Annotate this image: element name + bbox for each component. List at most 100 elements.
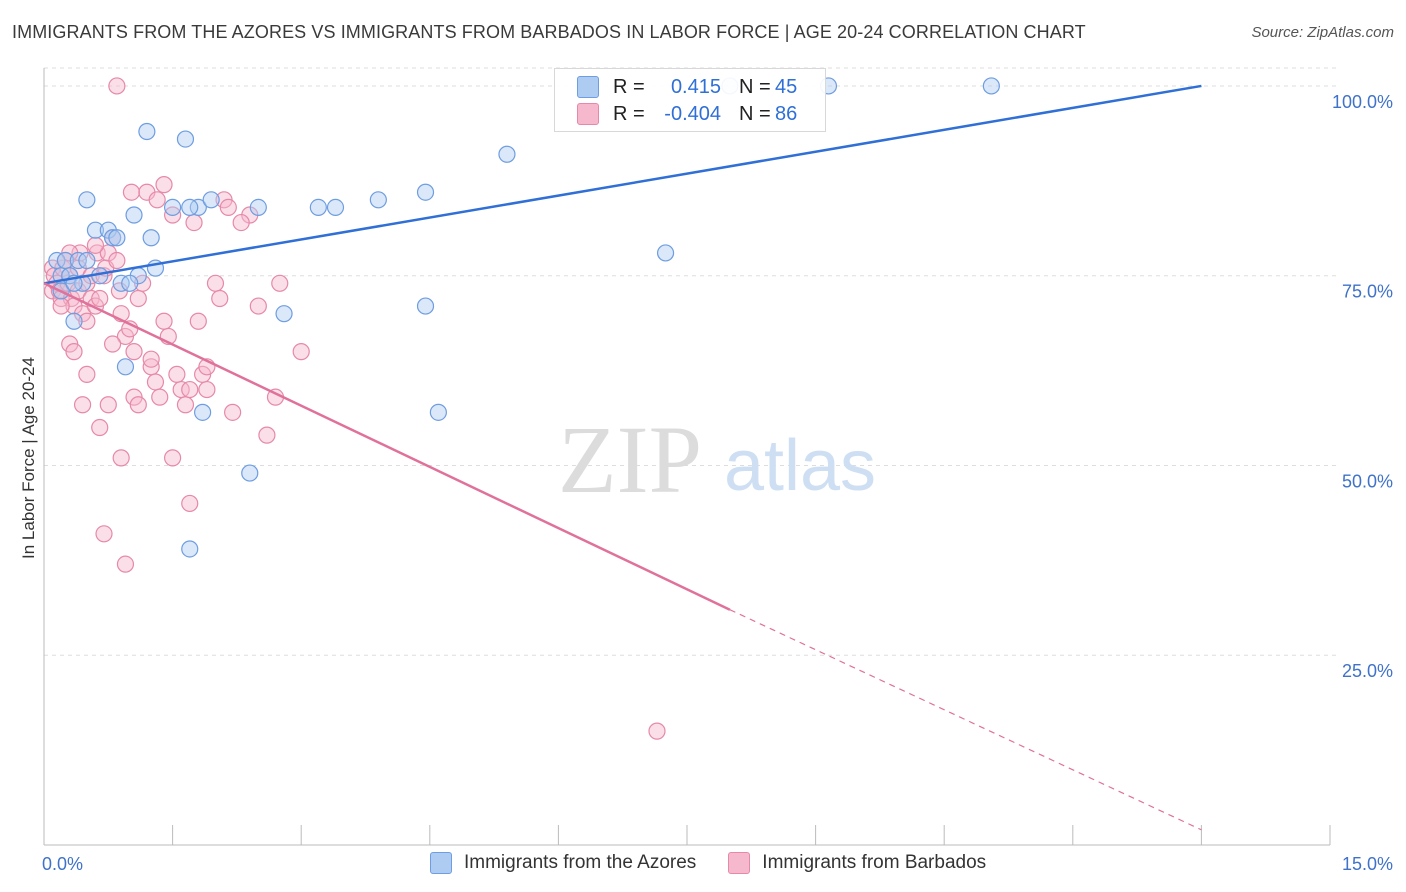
stats-legend: R = 0.415 N = 45 R = -0.404 N = 86 [554, 68, 826, 132]
x-tick-label: 0.0% [42, 854, 83, 874]
azores-point [108, 229, 126, 247]
n-value: 45 [775, 75, 798, 98]
azores-point [498, 145, 516, 163]
barbados-point [258, 426, 276, 444]
n-label: N = [739, 102, 771, 125]
barbados-point [148, 191, 166, 209]
barbados-point [185, 213, 203, 232]
barbados-point [271, 274, 289, 292]
azores-point [181, 198, 199, 216]
watermark-zip: ZIP [558, 406, 702, 513]
azores-point [65, 312, 83, 330]
azores-point [138, 122, 156, 141]
barbados-point [95, 525, 113, 543]
azores-trend-line [43, 84, 1202, 285]
barbados-swatch [577, 103, 599, 125]
barbados-point [122, 183, 141, 201]
azores-point [121, 274, 139, 292]
y-tick-label: 75.0% [1342, 282, 1393, 302]
tick-labels: 25.0% 50.0% 75.0% 100.0% 0.0% 15.0% [42, 92, 1393, 874]
barbados-point [78, 312, 96, 330]
barbados-point [181, 494, 199, 513]
azores-point [194, 403, 212, 421]
barbados-trend-extension [729, 609, 1202, 831]
barbados-point [224, 403, 242, 421]
azores-point [982, 77, 1000, 95]
barbados-point [108, 251, 126, 270]
barbados-legend-label: Immigrants from Barbados [762, 852, 987, 873]
azores-point [142, 229, 160, 247]
n-value: 86 [775, 102, 798, 125]
y-tick-label: 25.0% [1342, 661, 1393, 681]
y-tick-label: 100.0% [1332, 92, 1393, 112]
azores-point [202, 191, 220, 209]
azores-point [164, 198, 182, 216]
barbados-point [73, 396, 92, 414]
y-tick-label: 50.0% [1342, 471, 1393, 491]
azores-point [125, 206, 143, 224]
azores-point [656, 244, 675, 262]
chart-title: IMMIGRANTS FROM THE AZORES VS IMMIGRANTS… [12, 22, 1086, 42]
barbados-point [103, 335, 122, 353]
source-credit: Source: ZipAtlas.com [1251, 24, 1394, 41]
barbados-point [52, 297, 70, 315]
grid-layer [44, 67, 1338, 656]
trend-lines [43, 84, 1202, 831]
azores-point [241, 464, 259, 482]
azores-point [86, 221, 105, 239]
azores-points [48, 77, 1000, 558]
watermark-atlas: atlas [724, 426, 876, 506]
barbados-point [65, 343, 83, 361]
barbados-point [125, 343, 143, 361]
legend-row-azores: R = 0.415 N = 45 [577, 74, 797, 100]
barbados-point [232, 213, 250, 232]
barbados-point [129, 396, 147, 414]
barbados-point [116, 555, 135, 573]
barbados-points [43, 77, 666, 740]
azores-point [181, 540, 199, 558]
r-label: R = [613, 102, 645, 125]
barbados-point [78, 365, 96, 383]
r-label: R = [613, 75, 645, 98]
r-value: -0.404 [664, 102, 721, 125]
barbados-point [206, 274, 225, 292]
x-tick-label: 15.0% [1342, 854, 1393, 874]
azores-point [429, 403, 447, 421]
azores-point [78, 191, 96, 209]
barbados-point [91, 289, 109, 308]
barbados-point [86, 236, 105, 254]
azores-legend-label: Immigrants from the Azores [464, 852, 697, 873]
legend-item-azores[interactable]: Immigrants from the Azores [430, 852, 696, 874]
azores-point [249, 198, 267, 216]
azores-point [416, 297, 435, 315]
r-value: 0.415 [670, 75, 721, 98]
azores-point [416, 183, 435, 201]
barbados-point [146, 373, 165, 391]
axis-layer [43, 68, 1331, 846]
azores-point [176, 130, 195, 148]
barbados-point [648, 722, 666, 740]
barbados-point [168, 365, 186, 383]
azores-point [275, 305, 293, 323]
barbados-point [189, 312, 207, 330]
barbados-point [219, 198, 237, 216]
barbados-point [155, 312, 173, 330]
barbados-point [155, 176, 173, 194]
legend-row-barbados: R = -0.404 N = 86 [577, 101, 797, 127]
barbados-point [129, 289, 147, 308]
barbados-point [176, 396, 195, 414]
azores-point [78, 251, 96, 270]
barbados-legend-swatch [728, 852, 751, 874]
legend-item-barbados[interactable]: Immigrants from Barbados [728, 852, 986, 874]
barbados-point [142, 350, 160, 368]
azores-point [103, 229, 122, 247]
barbados-point [211, 289, 229, 308]
barbados-point [164, 449, 182, 467]
barbados-point [249, 297, 267, 315]
azores-point [309, 198, 327, 216]
barbados-point [181, 380, 199, 399]
series-legend: Immigrants from the Azores Immigrants fr… [430, 852, 1018, 874]
barbados-trend-line [43, 282, 731, 611]
y-axis-label: In Labor Force | Age 20-24 [19, 357, 38, 559]
